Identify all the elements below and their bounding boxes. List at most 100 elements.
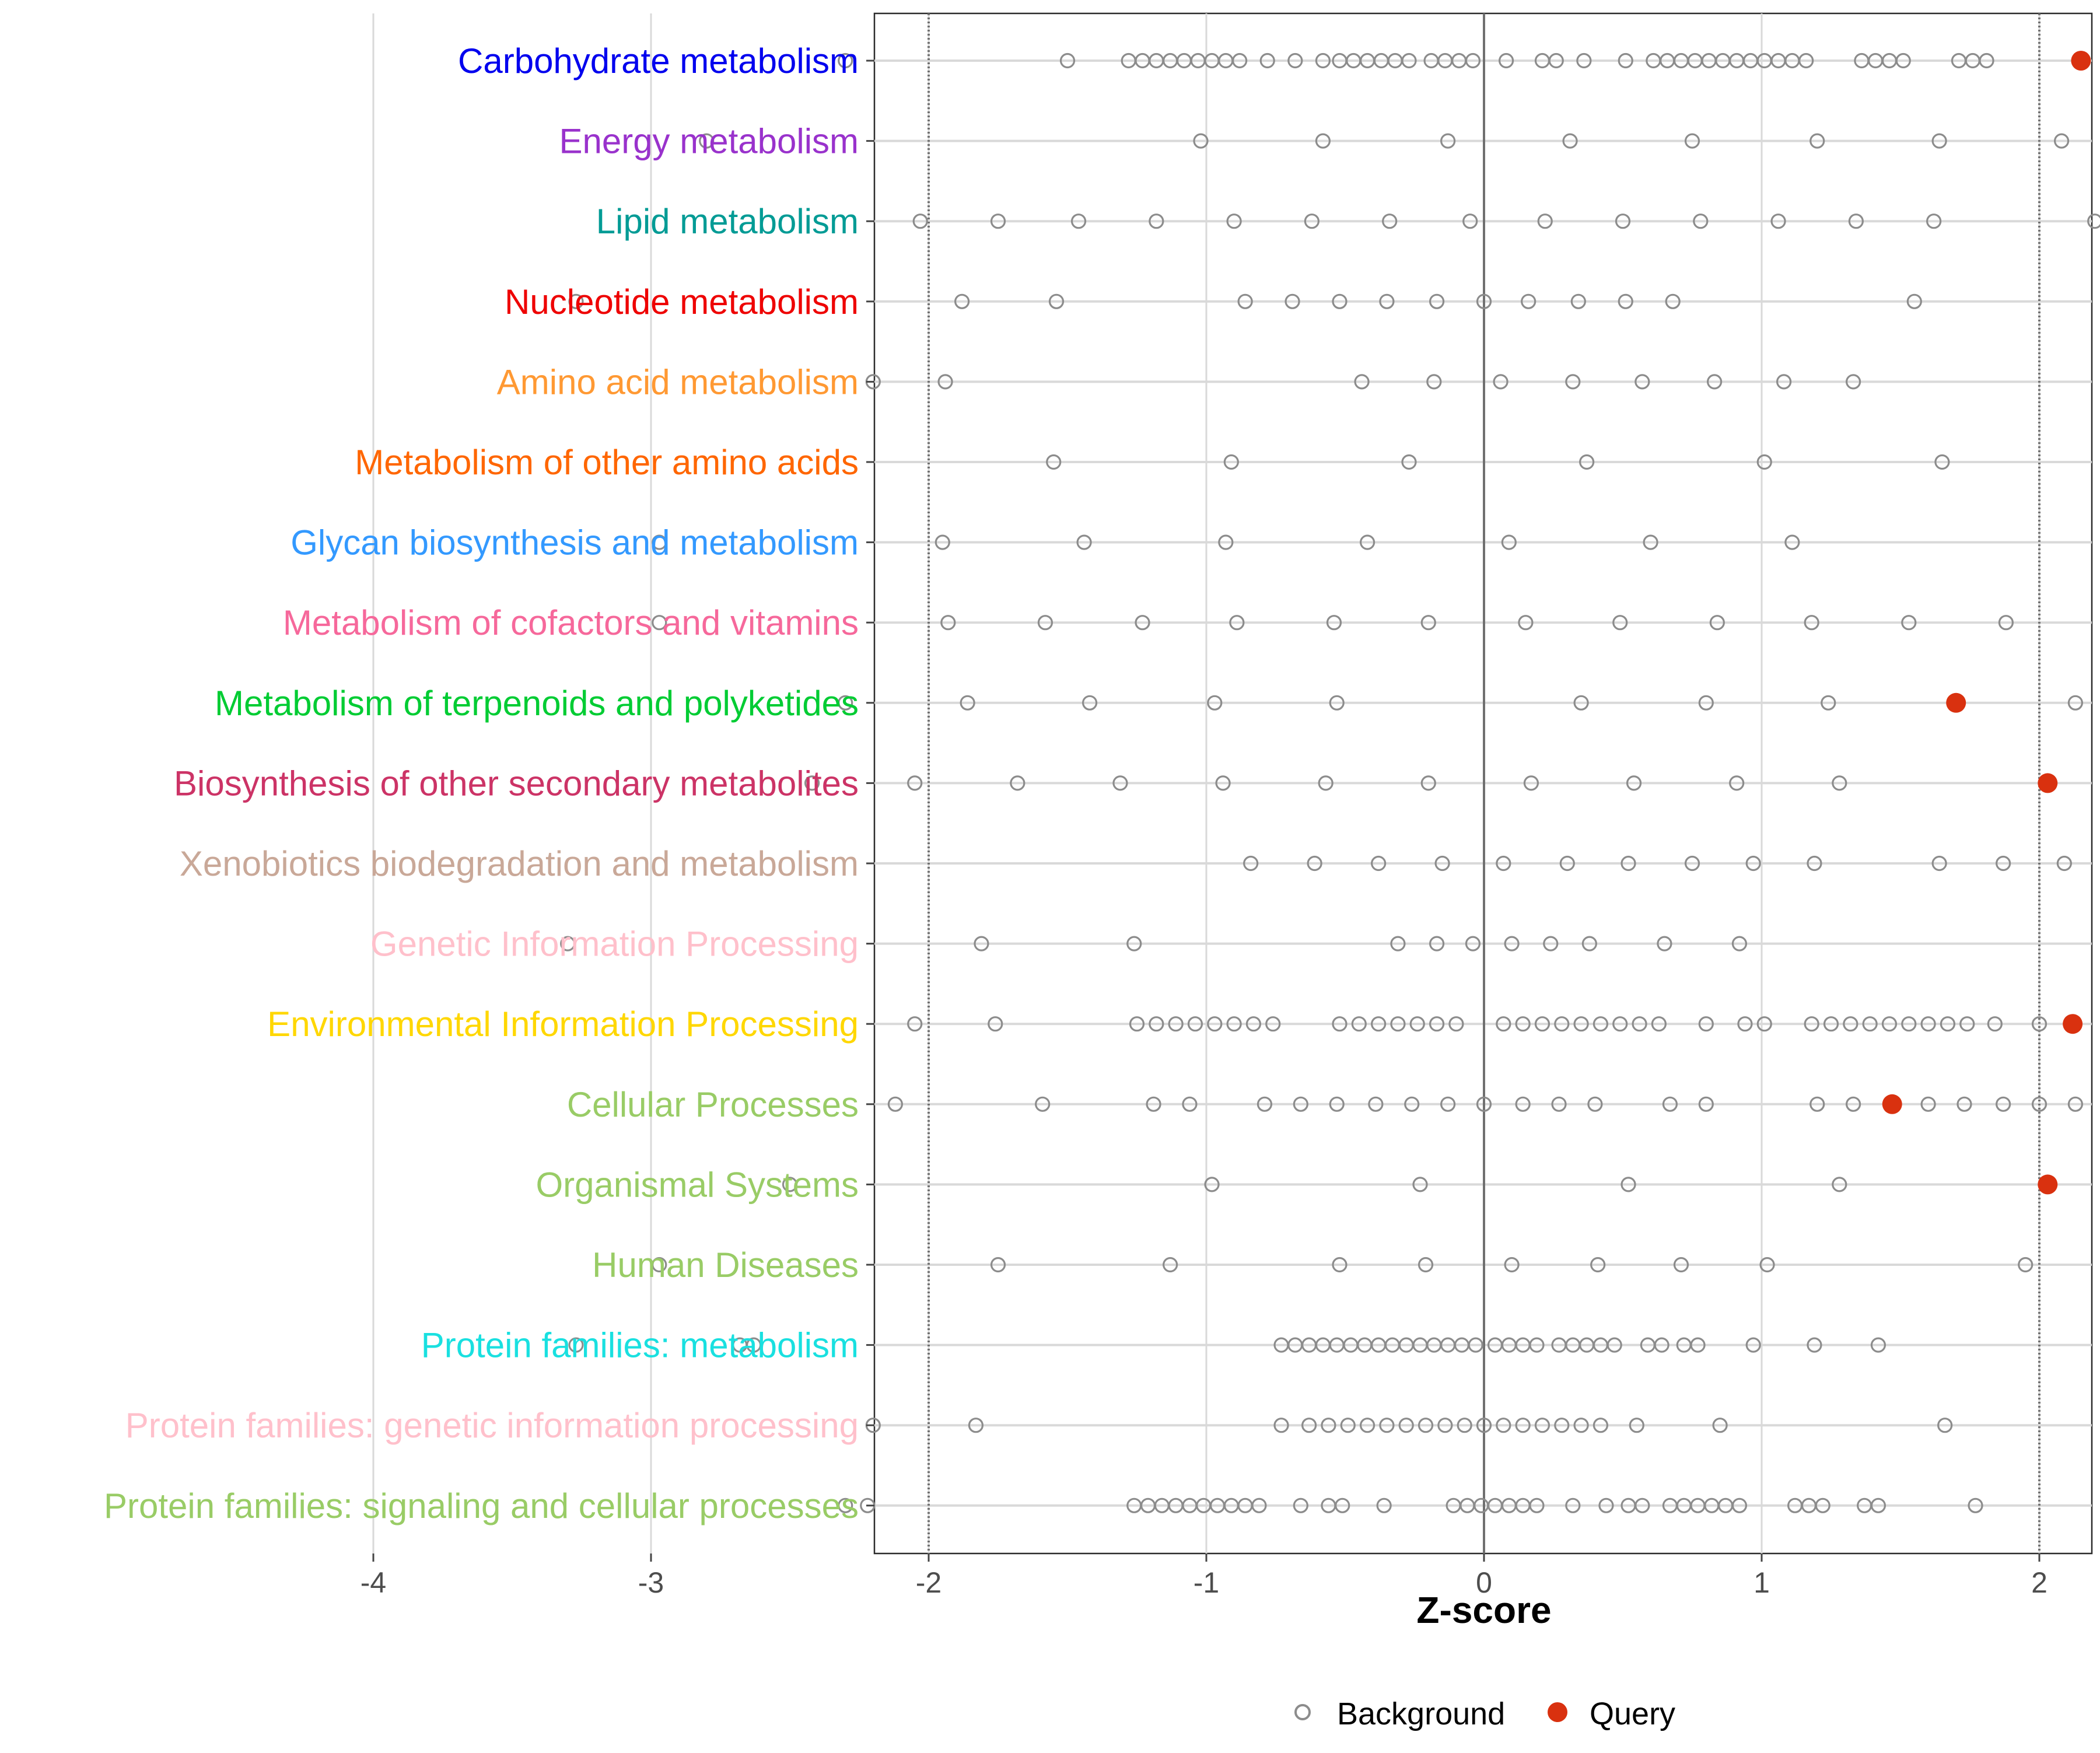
background-point (1515, 1418, 1531, 1433)
background-point (1832, 775, 1847, 791)
background-point (1082, 695, 1098, 711)
background-point (1815, 1497, 1831, 1513)
background-point (1759, 1257, 1775, 1273)
background-point (1401, 53, 1417, 69)
background-point (1457, 1418, 1472, 1433)
background-point (1359, 534, 1376, 550)
x-tick-label: -1 (1194, 1566, 1219, 1599)
background-point (1592, 1418, 1609, 1433)
background-point (1293, 1497, 1308, 1513)
background-point (1626, 775, 1642, 791)
background-point (1434, 855, 1450, 872)
background-point (1920, 1096, 1936, 1112)
background-point (1368, 1096, 1384, 1112)
background-point (1537, 214, 1553, 229)
background-point (1404, 1096, 1420, 1112)
category-label: Protein families: signaling and cellular… (104, 1486, 859, 1525)
background-point (1901, 615, 1917, 631)
background-point (1390, 936, 1406, 951)
background-point (1662, 1096, 1678, 1112)
background-point (1731, 936, 1748, 951)
background-point (1321, 1418, 1336, 1433)
background-point (1129, 1016, 1145, 1032)
background-point (1243, 855, 1259, 872)
background-point (1462, 214, 1478, 229)
category-label: Amino acid metabolism (497, 362, 859, 401)
background-point (1698, 695, 1714, 711)
background-point (1684, 855, 1700, 872)
background-point (1035, 1096, 1051, 1112)
category-label: Lipid metabolism (596, 202, 859, 241)
background-point (1643, 534, 1658, 550)
background-point (1354, 374, 1370, 390)
background-point (1529, 1497, 1545, 1513)
background-point (1987, 1016, 2003, 1032)
background-point (1468, 1337, 1483, 1353)
background-point (652, 615, 667, 631)
background-point (1232, 53, 1248, 69)
background-point (838, 695, 853, 711)
category-label: Environmental Information Processing (267, 1005, 859, 1044)
legend-query-marker (1548, 1702, 1567, 1722)
background-point (2067, 1096, 2083, 1112)
background-point (1332, 293, 1348, 309)
background-point (1245, 1016, 1262, 1032)
background-point (940, 615, 956, 631)
background-point (838, 1497, 853, 1513)
background-point (1420, 775, 1436, 791)
background-point (1376, 1497, 1392, 1513)
background-point (907, 775, 923, 791)
background-point (804, 775, 820, 791)
background-point (1770, 214, 1786, 229)
background-point (1706, 374, 1723, 390)
background-point (1204, 1177, 1220, 1192)
background-point (1565, 374, 1581, 390)
background-point (1534, 1418, 1550, 1433)
background-point (2031, 1096, 2048, 1112)
query-point (2038, 1174, 2058, 1195)
x-tick-label: -4 (360, 1566, 386, 1599)
background-point (1193, 133, 1209, 149)
background-point (1906, 293, 1922, 309)
background-point (1287, 53, 1303, 69)
background-point (568, 293, 584, 309)
background-point (1737, 1016, 1753, 1032)
background-point (1273, 1418, 1289, 1433)
background-point (1534, 1016, 1550, 1032)
background-point (1576, 53, 1592, 69)
background-point (1573, 1418, 1589, 1433)
background-point (1182, 1096, 1198, 1112)
background-point (1651, 1016, 1667, 1032)
background-point (1756, 454, 1772, 470)
background-point (1126, 936, 1142, 951)
background-point (1615, 214, 1631, 229)
background-point (1843, 1016, 1859, 1032)
background-point (1931, 133, 1947, 149)
background-point (782, 1177, 798, 1192)
background-point (1429, 936, 1445, 951)
background-point (1437, 1418, 1453, 1433)
background-point (1329, 1096, 1345, 1112)
background-point (1501, 534, 1517, 550)
background-point (1037, 615, 1054, 631)
background-point (1168, 1016, 1184, 1032)
background-point (1382, 214, 1398, 229)
background-point (1504, 1257, 1520, 1273)
background-point (746, 1337, 762, 1353)
background-point (1804, 1016, 1819, 1032)
background-point (1562, 133, 1578, 149)
background-point (1870, 1497, 1887, 1513)
background-point (1229, 615, 1245, 631)
background-point (1076, 534, 1092, 550)
background-point (1315, 133, 1331, 149)
background-point (1371, 1016, 1387, 1032)
background-point (1493, 374, 1508, 390)
background-point (1351, 1016, 1367, 1032)
background-point (1215, 775, 1231, 791)
query-point (2063, 1014, 2083, 1034)
background-point (1259, 53, 1275, 69)
background-point (2087, 214, 2100, 229)
category-label: Nucleotide metabolism (505, 282, 859, 321)
background-point (1496, 1016, 1511, 1032)
